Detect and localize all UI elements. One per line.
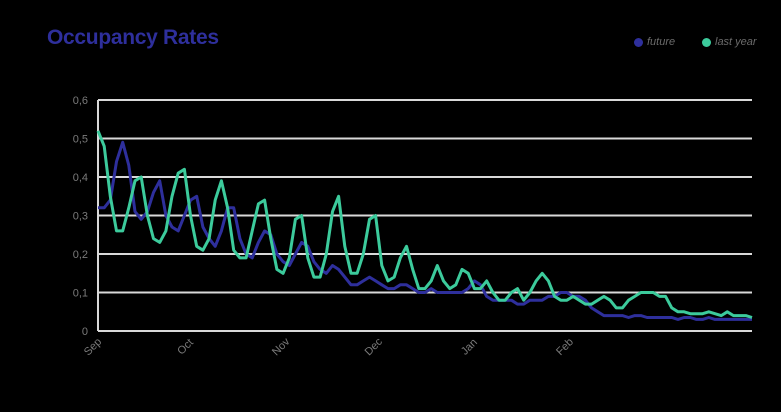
legend: future last year xyxy=(0,36,781,52)
y-tick-label: 0,5 xyxy=(73,134,88,146)
x-axis-ticks: Sep Oct Nov Dec Jan Feb xyxy=(82,336,576,359)
series-line-future xyxy=(98,140,752,321)
x-tick-label: Nov xyxy=(270,336,293,359)
y-tick-label: 0,4 xyxy=(73,172,88,184)
y-axis-ticks: 0 0,1 0,2 0,3 0,4 0,5 0,6 xyxy=(73,95,88,338)
x-tick-label: Jan xyxy=(459,337,480,358)
y-tick-label: 0,3 xyxy=(73,211,88,223)
legend-item-last-year: last year xyxy=(702,36,757,48)
series-line-last-year xyxy=(96,130,753,319)
legend-label-last-year: last year xyxy=(715,36,757,48)
legend-dot-future-icon xyxy=(634,37,643,47)
y-tick-label: 0,1 xyxy=(73,288,88,300)
x-tick-label: Dec xyxy=(363,336,386,359)
y-tick-label: 0,6 xyxy=(73,95,88,107)
legend-item-future: future xyxy=(634,36,675,48)
chart-title: Occupancy Rates xyxy=(47,26,219,49)
x-tick-label: Feb xyxy=(554,336,576,358)
legend-label-future: future xyxy=(647,36,676,48)
x-tick-label: Sep xyxy=(82,336,104,358)
grid-lines xyxy=(97,99,752,332)
legend-dot-last-year-icon xyxy=(702,37,711,47)
series-lines xyxy=(96,130,753,321)
y-tick-label: 0 xyxy=(82,326,88,338)
x-tick-label: Oct xyxy=(175,337,196,358)
y-tick-label: 0,2 xyxy=(73,249,88,261)
